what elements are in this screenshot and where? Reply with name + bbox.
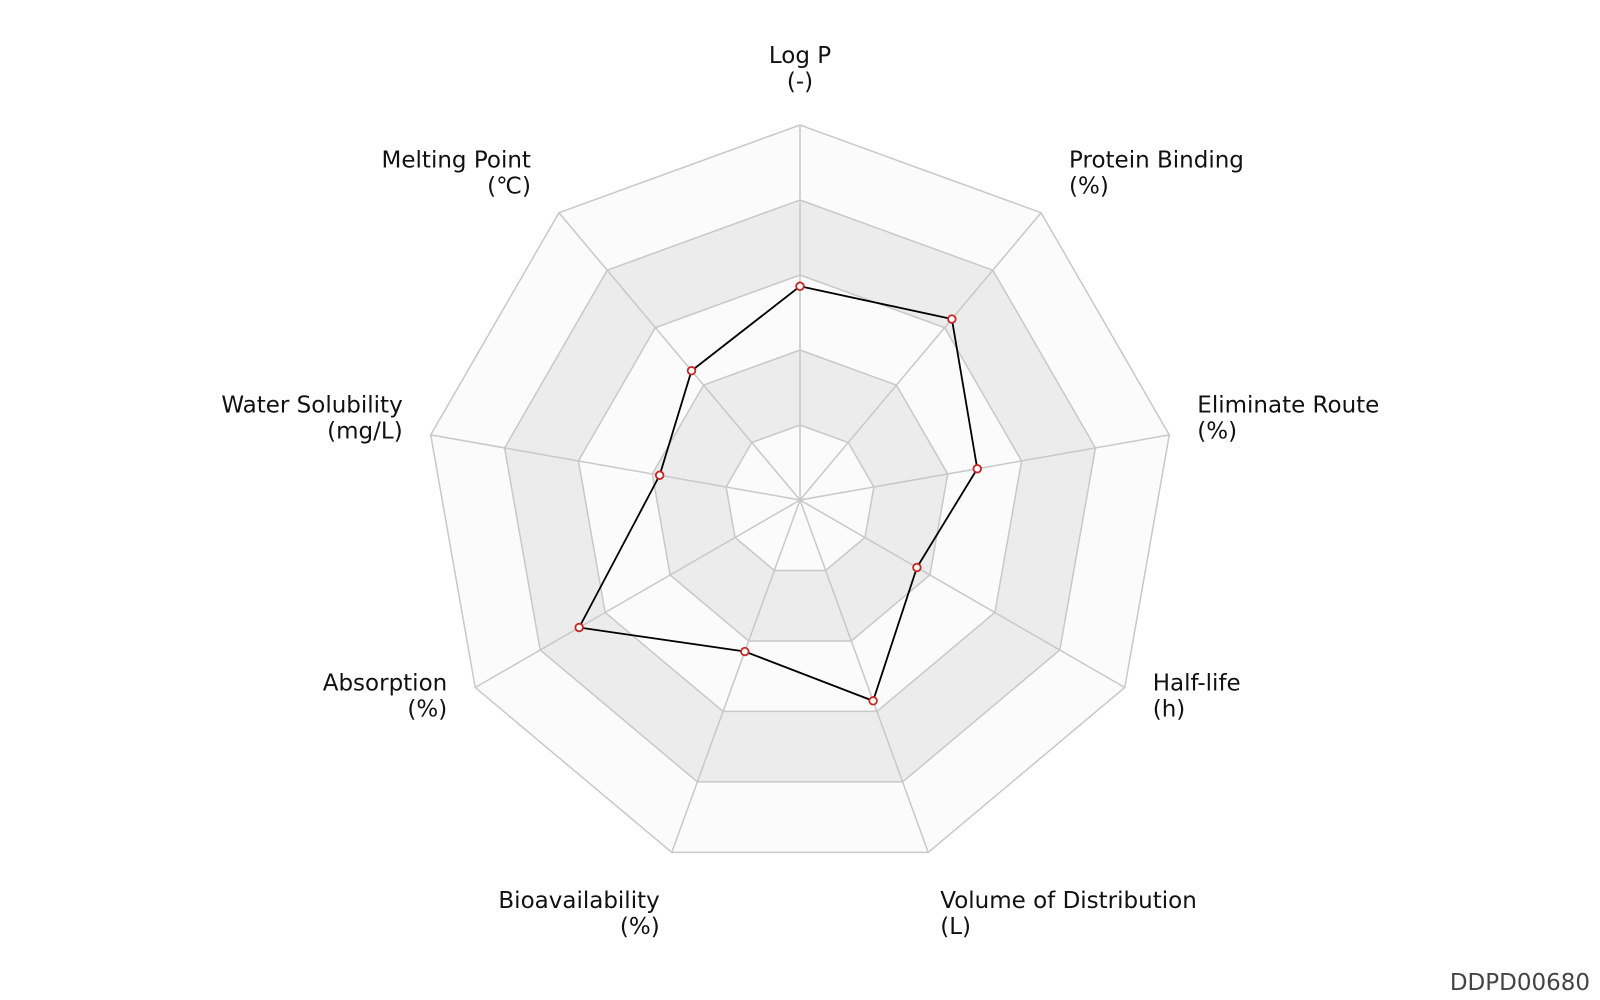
data-point-5 (740, 646, 750, 657)
data-point-0 (795, 281, 805, 291)
axis-label-unit-6: (%) (407, 697, 447, 723)
axis-label-unit-3: (h) (1153, 697, 1186, 723)
data-point-4 (868, 696, 878, 706)
axis-label-name-1: Protein Binding (1069, 148, 1244, 174)
spoke-7 (430, 434, 801, 501)
data-point-3 (912, 562, 922, 573)
spoke-6 (474, 499, 801, 689)
axis-label-name-4: Volume of Distribution (940, 888, 1197, 914)
axis-labels: Log P(-)Protein Binding(%)Eliminate Rout… (221, 43, 1379, 940)
data-point-8 (686, 366, 697, 376)
axis-label-name-6: Absorption (323, 671, 448, 697)
axis-label-unit-2: (%) (1197, 418, 1237, 444)
grid-spokes (430, 125, 1170, 853)
spoke-3 (799, 499, 1126, 689)
series-line (578, 285, 979, 702)
axis-label-name-3: Half-life (1153, 671, 1241, 697)
data-point-6 (574, 622, 584, 633)
spoke-5 (671, 499, 801, 853)
data-point-2 (972, 464, 982, 474)
spoke-1 (799, 212, 1042, 501)
chart-id-code: DDPD00680 (1449, 970, 1590, 996)
spoke-8 (558, 212, 801, 501)
spoke-2 (799, 434, 1170, 501)
data-point-7 (654, 470, 665, 480)
axis-label-name-5: Bioavailability (498, 888, 659, 914)
axis-label-unit-7: (mg/L) (327, 418, 403, 444)
axis-label-name-2: Eliminate Route (1197, 392, 1379, 418)
axis-label-unit-8: (℃) (487, 174, 531, 200)
data-series (574, 281, 982, 706)
axis-label-unit-1: (%) (1069, 174, 1109, 200)
axis-label-name-0: Log P (769, 43, 831, 69)
axis-label-unit-4: (L) (940, 914, 971, 940)
data-point-1 (947, 314, 957, 324)
axis-label-name-8: Melting Point (382, 148, 531, 174)
spoke-4 (799, 499, 929, 853)
axis-label-name-7: Water Solubility (221, 392, 402, 418)
axis-label-unit-5: (%) (620, 914, 660, 940)
axis-label-unit-0: (-) (787, 69, 813, 95)
